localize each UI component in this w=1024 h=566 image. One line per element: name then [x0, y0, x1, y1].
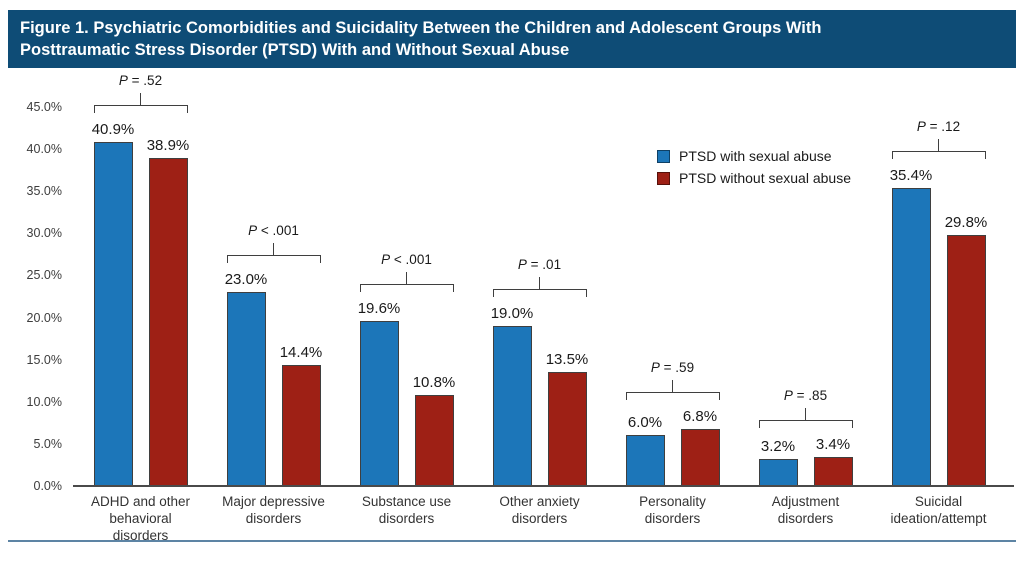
bar-value-label: 6.0%	[627, 414, 663, 432]
y-axis-tick-label: 20.0%	[26, 310, 62, 325]
x-axis-category-label: Major depressive disorders	[222, 494, 325, 526]
bar-ptsd-with-sexual-abuse	[891, 187, 931, 486]
bar-value-label: 38.9%	[146, 137, 190, 155]
bar-ptsd-without-sexual-abuse	[414, 395, 454, 486]
bar-value-label: 29.8%	[944, 214, 988, 232]
bar-ptsd-with-sexual-abuse	[93, 141, 133, 486]
bar-value-label: 3.2%	[760, 438, 796, 456]
legend-item: PTSD without sexual abuse	[657, 171, 851, 186]
legend-label: PTSD without sexual abuse	[679, 170, 851, 186]
figure-title-line1: Figure 1. Psychiatric Comorbidities and …	[20, 19, 822, 37]
significance-bracket-tick	[937, 138, 940, 151]
significance-bracket	[758, 420, 853, 429]
bar-value-label: 13.5%	[545, 351, 589, 369]
y-axis-tick-label: 25.0%	[26, 268, 62, 283]
bar-ptsd-without-sexual-abuse	[680, 428, 720, 486]
p-value-italic-p: P	[916, 118, 926, 134]
p-value-italic-p: P	[517, 256, 527, 272]
significance-bracket-tick	[538, 276, 541, 289]
bar-value-label: 6.8%	[682, 407, 718, 425]
bar-ptsd-without-sexual-abuse	[281, 364, 321, 486]
y-axis-tick-label: 5.0%	[33, 436, 63, 451]
significance-bracket-tick	[804, 408, 807, 421]
p-value-label: P = .52	[118, 72, 163, 88]
bar-ptsd-with-sexual-abuse	[625, 435, 665, 486]
bar-ptsd-without-sexual-abuse	[946, 235, 986, 486]
y-axis-tick-label: 40.0%	[26, 142, 62, 157]
bar-value-label: 3.4%	[815, 436, 851, 454]
significance-bracket	[93, 104, 188, 113]
bar-ptsd-without-sexual-abuse	[813, 457, 853, 486]
significance-bracket-tick	[139, 92, 142, 105]
significance-bracket	[359, 283, 454, 292]
p-value-italic-p: P	[118, 72, 128, 88]
p-value-label: P = .85	[783, 388, 828, 404]
bar-value-label: 10.8%	[412, 374, 456, 392]
significance-bracket-tick	[671, 379, 674, 392]
x-axis-line	[73, 485, 1014, 487]
x-axis-category-label: Adjustment disorders	[771, 494, 840, 526]
y-axis-tick-label: 15.0%	[26, 352, 62, 367]
bar-value-label: 23.0%	[224, 271, 268, 289]
significance-bracket	[492, 288, 587, 297]
y-axis-tick-label: 30.0%	[26, 226, 62, 241]
y-axis-tick-label: 45.0%	[26, 100, 62, 114]
bar-ptsd-with-sexual-abuse	[226, 292, 266, 486]
x-axis-category-label: Suicidal ideation/attempt	[890, 494, 987, 526]
legend-swatch	[657, 172, 670, 185]
chart-legend: PTSD with sexual abuse PTSD without sexua…	[657, 149, 851, 193]
bar-value-label: 40.9%	[91, 120, 135, 138]
p-value-label: P = .59	[650, 359, 695, 375]
p-value-italic-p: P	[248, 223, 258, 239]
bar-ptsd-without-sexual-abuse	[148, 158, 188, 486]
y-axis-tick-label: 10.0%	[26, 394, 62, 409]
significance-bracket	[891, 150, 986, 159]
bar-ptsd-with-sexual-abuse	[359, 320, 399, 486]
bar-ptsd-without-sexual-abuse	[547, 372, 587, 486]
significance-bracket-tick	[272, 243, 275, 256]
p-value-label: P = .12	[916, 118, 961, 134]
y-axis-tick-label: 35.0%	[26, 184, 62, 199]
p-value-label: P < .001	[248, 223, 299, 239]
x-axis-category-label: Substance use disorders	[361, 494, 452, 526]
x-axis-category-label: Personality disorders	[639, 494, 706, 526]
significance-bracket-tick	[405, 271, 408, 284]
significance-bracket	[226, 255, 321, 264]
legend-item: PTSD with sexual abuse	[657, 149, 851, 164]
p-value-italic-p: P	[650, 359, 660, 375]
legend-swatch	[657, 150, 670, 163]
bar-value-label: 14.4%	[279, 343, 323, 361]
p-value-italic-p: P	[783, 388, 793, 404]
y-axis-tick-label: 0.0%	[33, 479, 63, 493]
significance-bracket	[625, 391, 720, 400]
x-axis-category-label: ADHD and other behavioral disorders	[90, 494, 191, 543]
figure-title-line2: Posttraumatic Stress Disorder (PTSD) Wit…	[20, 41, 570, 59]
x-axis-category-label: Other anxiety disorders	[499, 494, 580, 526]
bar-value-label: 35.4%	[889, 166, 933, 184]
bar-ptsd-with-sexual-abuse	[492, 325, 532, 486]
bar-ptsd-with-sexual-abuse	[758, 459, 798, 486]
p-value-label: P < .001	[381, 251, 432, 267]
legend-label: PTSD with sexual abuse	[679, 148, 832, 164]
bar-value-label: 19.0%	[490, 304, 534, 322]
p-value-italic-p: P	[381, 251, 391, 267]
figure-title-bar: Figure 1. Psychiatric Comorbidities and …	[8, 10, 1016, 68]
p-value-label: P = .01	[517, 256, 562, 272]
bar-value-label: 19.6%	[357, 299, 401, 317]
figure-bottom-rule	[8, 540, 1016, 542]
